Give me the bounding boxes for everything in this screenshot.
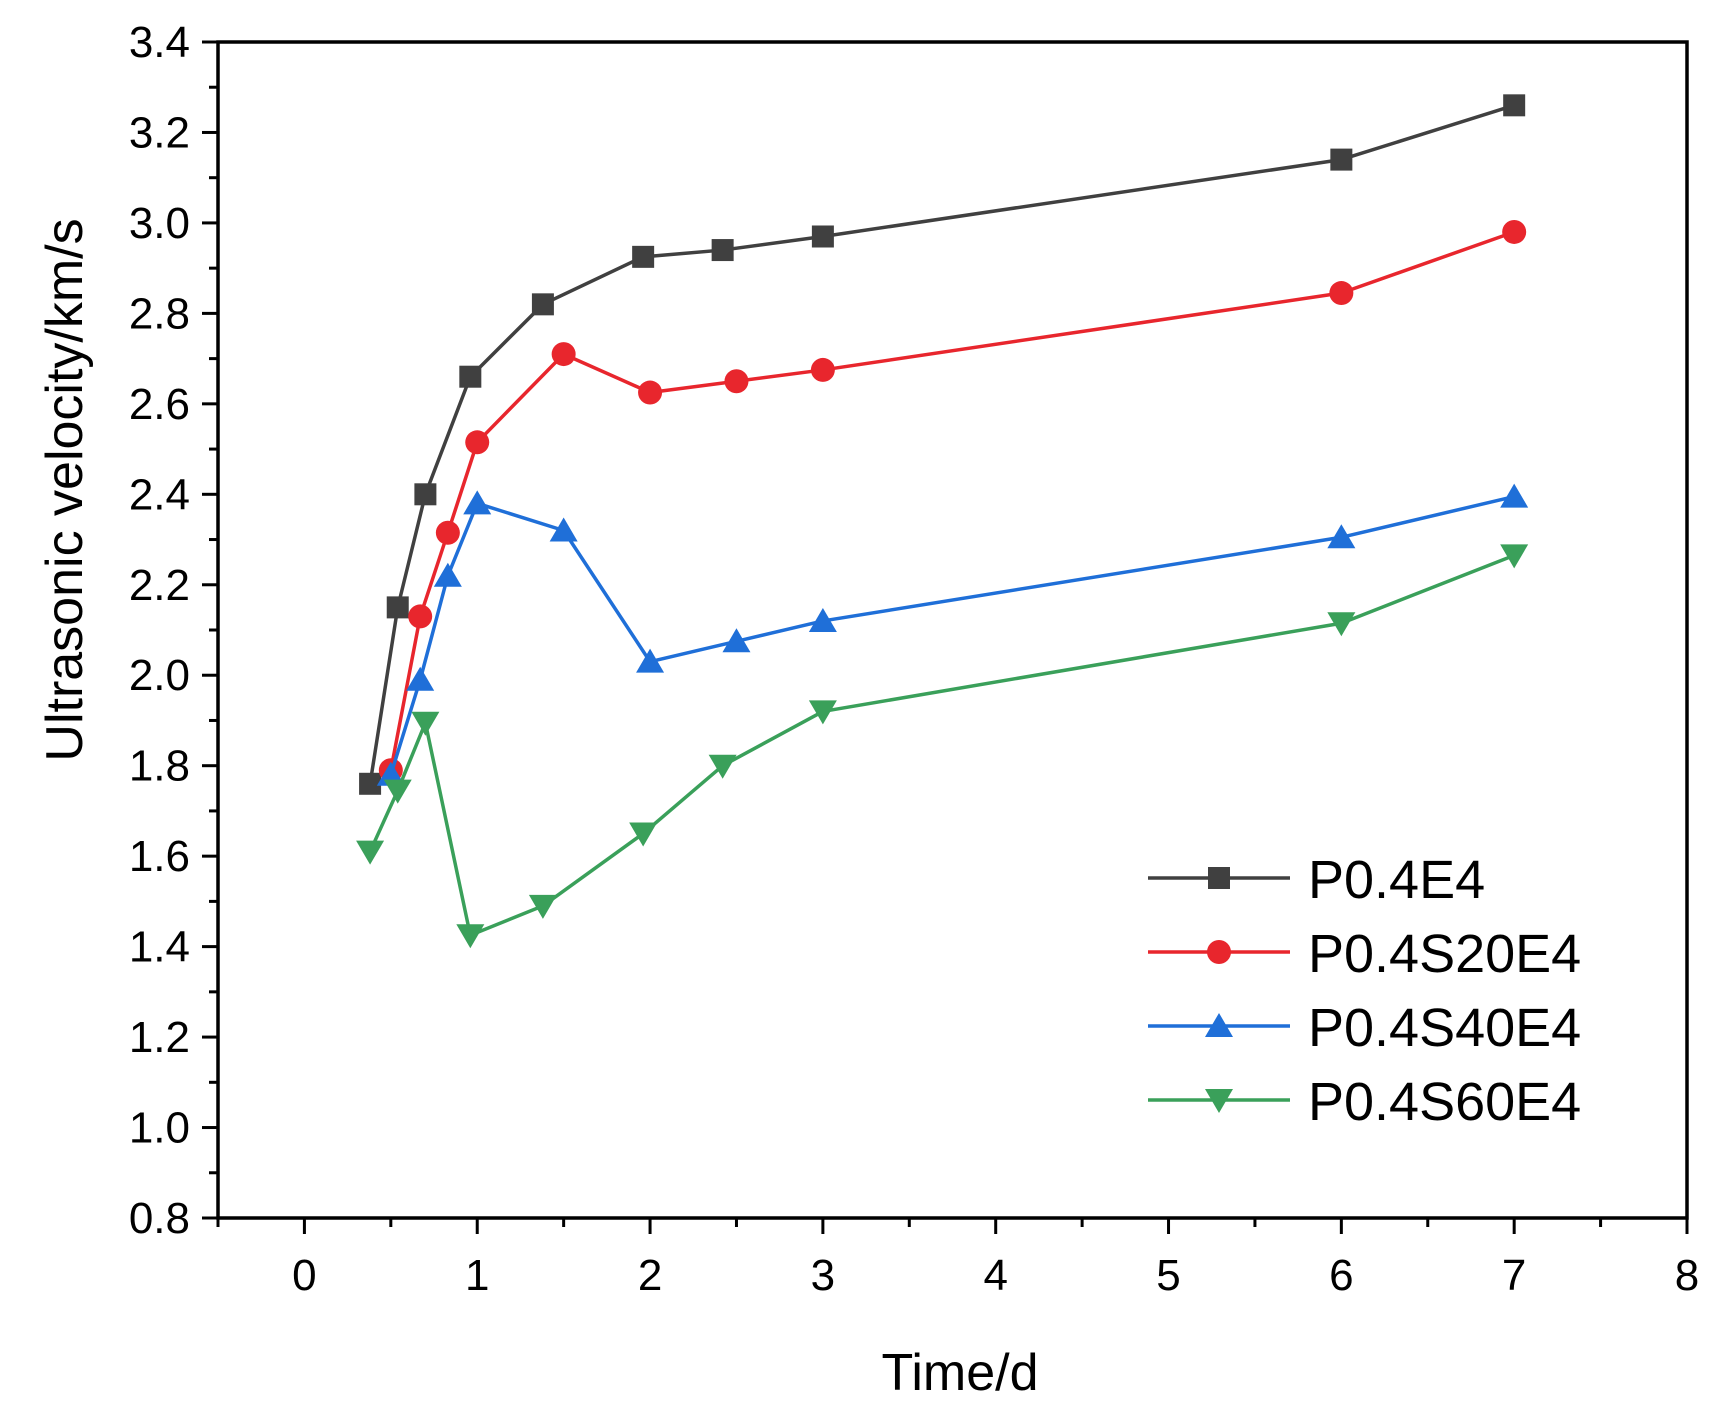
y-tick-label: 1.4 bbox=[129, 923, 190, 972]
data-point bbox=[808, 607, 837, 632]
series-P0.4S60E4 bbox=[356, 544, 1529, 949]
legend-marker bbox=[1207, 940, 1231, 964]
series-line bbox=[368, 103, 1515, 785]
legend-label: P0.4E4 bbox=[1308, 850, 1485, 910]
legend-marker bbox=[1205, 1089, 1233, 1113]
data-point bbox=[433, 562, 462, 587]
legend-item: P0.4S60E4 bbox=[1148, 1072, 1581, 1132]
data-point bbox=[1503, 94, 1526, 117]
data-point bbox=[724, 369, 749, 394]
data-point bbox=[386, 596, 409, 619]
y-tick-label: 2.6 bbox=[129, 380, 190, 429]
legend-item: P0.4S20E4 bbox=[1148, 924, 1581, 984]
legend-item: P0.4S40E4 bbox=[1148, 998, 1581, 1058]
legend: P0.4E4 P0.4S20E4 P0.4S40E4 P0.4S60E4 bbox=[1148, 850, 1581, 1132]
data-point bbox=[1329, 281, 1354, 306]
data-point bbox=[629, 822, 658, 847]
x-tick-label: 7 bbox=[1502, 1251, 1526, 1300]
y-axis-label: Ultrasonic velocity/km/s bbox=[36, 218, 94, 761]
x-tick-label: 0 bbox=[292, 1251, 316, 1300]
data-point bbox=[456, 924, 485, 949]
x-tick-label: 8 bbox=[1675, 1251, 1699, 1300]
data-point bbox=[408, 604, 433, 629]
data-point bbox=[638, 380, 663, 405]
y-tick-label: 3.0 bbox=[129, 199, 190, 248]
x-tick-label: 2 bbox=[638, 1251, 662, 1300]
legend-item: P0.4E4 bbox=[1148, 850, 1485, 910]
series-layer bbox=[356, 94, 1529, 949]
y-tick-label: 3.4 bbox=[129, 18, 190, 67]
data-point bbox=[722, 628, 751, 653]
data-point bbox=[406, 666, 435, 691]
y-tick-label: 2.0 bbox=[129, 651, 190, 700]
data-point bbox=[528, 894, 557, 919]
data-point bbox=[551, 342, 576, 367]
y-tick-label: 1.6 bbox=[129, 832, 190, 881]
legend-label: P0.4S20E4 bbox=[1308, 924, 1581, 984]
x-tick-label: 1 bbox=[465, 1251, 489, 1300]
data-point bbox=[1327, 612, 1356, 637]
data-point bbox=[465, 430, 490, 455]
x-tick-label: 6 bbox=[1329, 1251, 1353, 1300]
series-line bbox=[389, 494, 1515, 776]
y-tick-label: 0.8 bbox=[129, 1194, 190, 1243]
data-point bbox=[708, 754, 737, 779]
x-axis-label: Time/d bbox=[882, 1344, 1039, 1402]
data-point bbox=[1500, 544, 1529, 569]
series-P0.4S20E4 bbox=[378, 219, 1527, 783]
data-point bbox=[711, 239, 734, 262]
legend-label: P0.4S60E4 bbox=[1308, 1072, 1581, 1132]
data-point bbox=[383, 779, 412, 804]
x-tick-label: 3 bbox=[811, 1251, 835, 1300]
data-point bbox=[411, 711, 440, 736]
x-tick-label: 5 bbox=[1156, 1251, 1180, 1300]
y-tick-label: 3.2 bbox=[129, 108, 190, 157]
data-point bbox=[632, 245, 655, 268]
x-tick-label: 4 bbox=[983, 1251, 1007, 1300]
data-point bbox=[636, 648, 665, 673]
data-point bbox=[531, 293, 554, 316]
data-point bbox=[356, 840, 385, 865]
axes: 0 1 2 3 4 5 6 7 8 0.8 1.0 1.2 1.4 1.6 1.8 2.0 2.2 2.4 2.6 2… bbox=[129, 18, 1699, 1300]
data-point bbox=[463, 490, 492, 515]
legend-label: P0.4S40E4 bbox=[1308, 998, 1581, 1058]
data-point bbox=[811, 225, 834, 248]
data-point bbox=[1500, 483, 1529, 508]
y-tick-label: 2.8 bbox=[129, 289, 190, 338]
data-point bbox=[1502, 219, 1527, 244]
series-P0.4E4 bbox=[359, 94, 1526, 795]
data-point bbox=[808, 700, 837, 725]
legend-marker bbox=[1205, 1013, 1233, 1037]
y-tick-label: 2.4 bbox=[129, 470, 190, 519]
data-point bbox=[1330, 148, 1353, 171]
data-point bbox=[359, 772, 382, 795]
y-tick-label: 2.2 bbox=[129, 561, 190, 610]
data-point bbox=[549, 517, 578, 542]
data-point bbox=[435, 520, 460, 545]
data-point bbox=[1327, 524, 1356, 549]
data-point bbox=[810, 357, 835, 382]
legend-marker bbox=[1208, 867, 1230, 889]
data-point bbox=[414, 483, 437, 506]
series-line bbox=[389, 230, 1515, 771]
y-tick-label: 1.2 bbox=[129, 1013, 190, 1062]
y-tick-label: 1.0 bbox=[129, 1104, 190, 1153]
series-P0.4S40E4 bbox=[376, 483, 1529, 786]
data-point bbox=[459, 365, 482, 388]
series-line bbox=[368, 553, 1515, 938]
y-tick-label: 1.8 bbox=[129, 742, 190, 791]
